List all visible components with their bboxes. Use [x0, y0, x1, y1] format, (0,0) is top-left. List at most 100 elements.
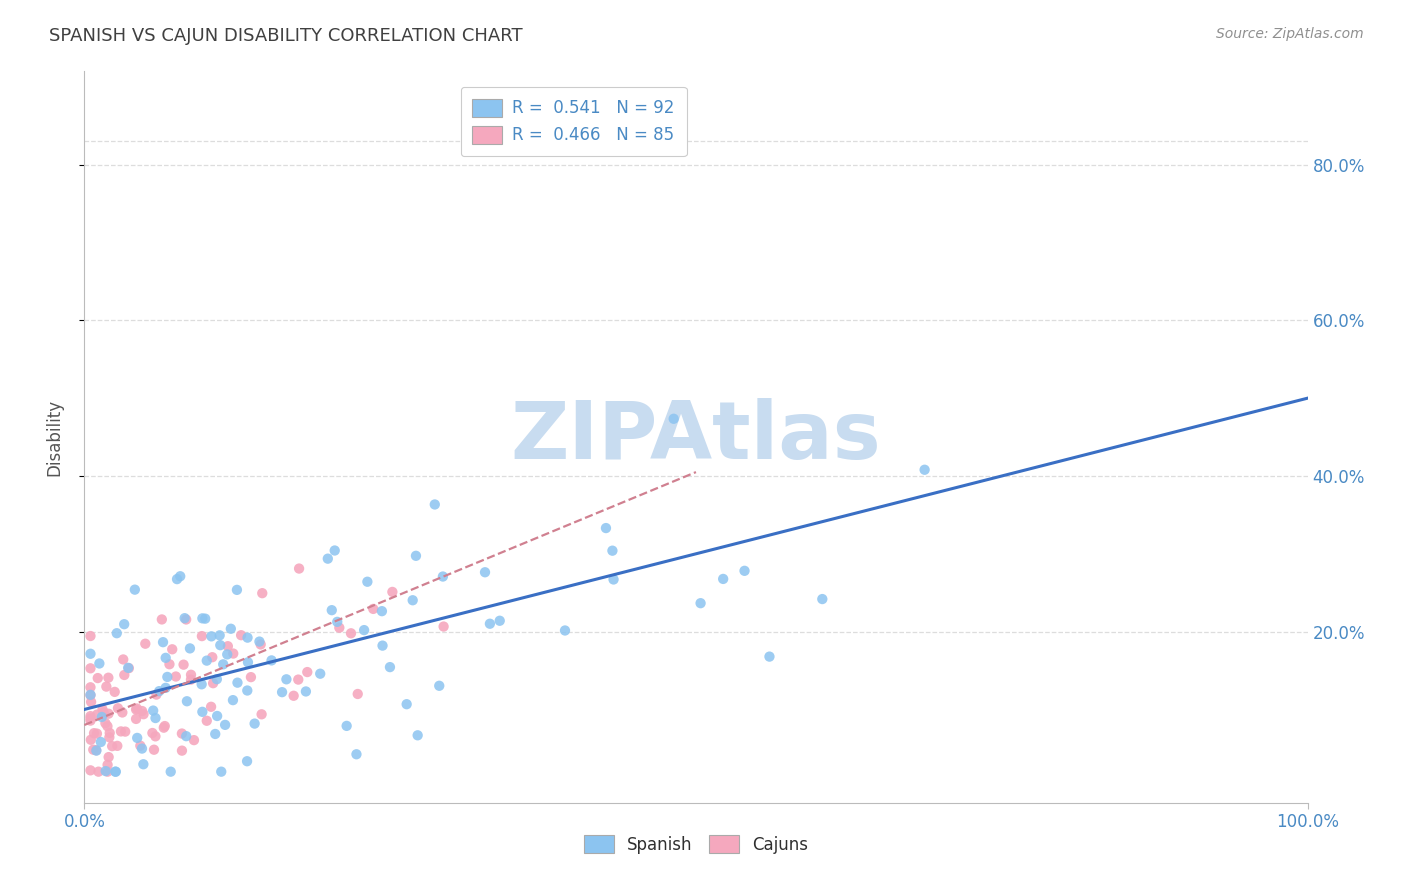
Point	[132, 757, 155, 772]
Point	[173, 657, 195, 672]
Point	[84, 743, 107, 757]
Point	[239, 670, 262, 684]
Point	[478, 616, 501, 631]
Point	[79, 688, 101, 702]
Point	[160, 642, 183, 657]
Point	[316, 551, 339, 566]
Point	[361, 602, 384, 616]
Point	[191, 705, 214, 719]
Point	[91, 702, 114, 716]
Point	[173, 611, 195, 625]
Point	[114, 724, 136, 739]
Point	[914, 463, 936, 477]
Point	[288, 561, 311, 575]
Point	[101, 739, 124, 753]
Point	[323, 543, 346, 558]
Point	[105, 626, 128, 640]
Point	[432, 569, 454, 583]
Point	[82, 742, 104, 756]
Point	[378, 660, 401, 674]
Point	[134, 637, 156, 651]
Point	[346, 747, 368, 762]
Point	[201, 650, 224, 665]
Point	[346, 687, 368, 701]
Point	[190, 677, 212, 691]
Point	[205, 672, 228, 686]
Point	[195, 714, 218, 728]
Point	[249, 634, 271, 648]
Point	[105, 739, 128, 753]
Point	[381, 585, 404, 599]
Point	[143, 742, 166, 756]
Point	[336, 719, 359, 733]
Point	[148, 684, 170, 698]
Point	[194, 612, 217, 626]
Point	[131, 704, 153, 718]
Point	[226, 675, 249, 690]
Legend: Spanish, Cajuns: Spanish, Cajuns	[576, 829, 815, 860]
Point	[595, 521, 617, 535]
Point	[204, 727, 226, 741]
Point	[180, 673, 202, 687]
Point	[395, 697, 418, 711]
Point	[554, 624, 576, 638]
Point	[662, 411, 685, 425]
Point	[118, 661, 141, 675]
Point	[252, 586, 274, 600]
Point	[217, 639, 239, 653]
Point	[711, 572, 734, 586]
Point	[170, 744, 193, 758]
Point	[209, 764, 232, 779]
Point	[222, 647, 245, 661]
Point	[250, 707, 273, 722]
Point	[87, 671, 110, 685]
Point	[183, 733, 205, 747]
Point	[132, 707, 155, 722]
Point	[80, 732, 103, 747]
Point	[96, 680, 118, 694]
Point	[195, 654, 218, 668]
Point	[200, 699, 222, 714]
Point	[734, 564, 756, 578]
Point	[83, 726, 105, 740]
Point	[117, 661, 139, 675]
Point	[79, 661, 101, 675]
Point	[98, 731, 121, 745]
Point	[153, 719, 176, 733]
Point	[97, 757, 120, 772]
Point	[212, 657, 235, 672]
Point	[217, 648, 239, 662]
Point	[145, 711, 167, 725]
Text: ZIPAtlas: ZIPAtlas	[510, 398, 882, 476]
Point	[86, 726, 108, 740]
Point	[127, 731, 149, 745]
Point	[309, 666, 332, 681]
Point	[150, 612, 173, 626]
Point	[174, 729, 197, 743]
Point	[112, 668, 135, 682]
Point	[179, 641, 201, 656]
Point	[80, 695, 103, 709]
Point	[165, 669, 187, 683]
Point	[166, 572, 188, 586]
Point	[94, 716, 117, 731]
Point	[94, 764, 117, 778]
Point	[79, 709, 101, 723]
Point	[79, 629, 101, 643]
Point	[402, 593, 425, 607]
Point	[90, 735, 112, 749]
Point	[474, 566, 496, 580]
Point	[125, 701, 148, 715]
Point	[191, 629, 214, 643]
Point	[110, 724, 132, 739]
Point	[112, 617, 135, 632]
Point	[427, 679, 450, 693]
Point	[488, 614, 510, 628]
Point	[97, 764, 120, 779]
Point	[159, 764, 181, 779]
Point	[79, 647, 101, 661]
Point	[79, 711, 101, 725]
Point	[111, 706, 134, 720]
Point	[104, 764, 127, 779]
Point	[202, 676, 225, 690]
